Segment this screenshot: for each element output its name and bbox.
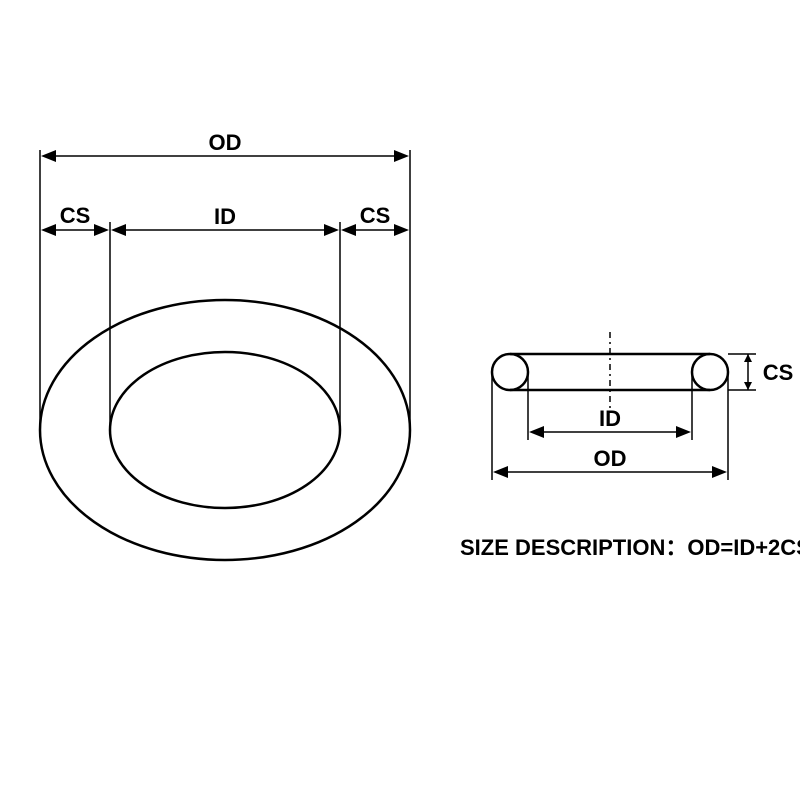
cs-label-right: CS bbox=[360, 203, 391, 228]
r-id-label: ID bbox=[599, 406, 621, 431]
formula-prefix: SIZE DESCRIPTION： bbox=[460, 535, 687, 560]
id-label: ID bbox=[214, 204, 236, 229]
r-od-label: OD bbox=[594, 446, 627, 471]
right-diagram: ID OD CS SIZE DESCRIPTION：OD=ID+2CS bbox=[460, 332, 800, 560]
left-diagram: OD ID CS CS bbox=[40, 130, 410, 560]
cs-label-left: CS bbox=[60, 203, 91, 228]
r-cs-arr-bot bbox=[744, 382, 752, 390]
cs-circle-right bbox=[692, 354, 728, 390]
r-cs-label: CS bbox=[763, 360, 794, 385]
r-cs-arr-top bbox=[744, 354, 752, 362]
od-label: OD bbox=[209, 130, 242, 155]
oring-inner-ellipse bbox=[110, 352, 340, 508]
formula-expr: OD=ID+2CS bbox=[687, 535, 800, 560]
oring-outer-ellipse bbox=[40, 300, 410, 560]
cs-circle-left bbox=[492, 354, 528, 390]
size-formula: SIZE DESCRIPTION：OD=ID+2CS bbox=[460, 535, 800, 560]
